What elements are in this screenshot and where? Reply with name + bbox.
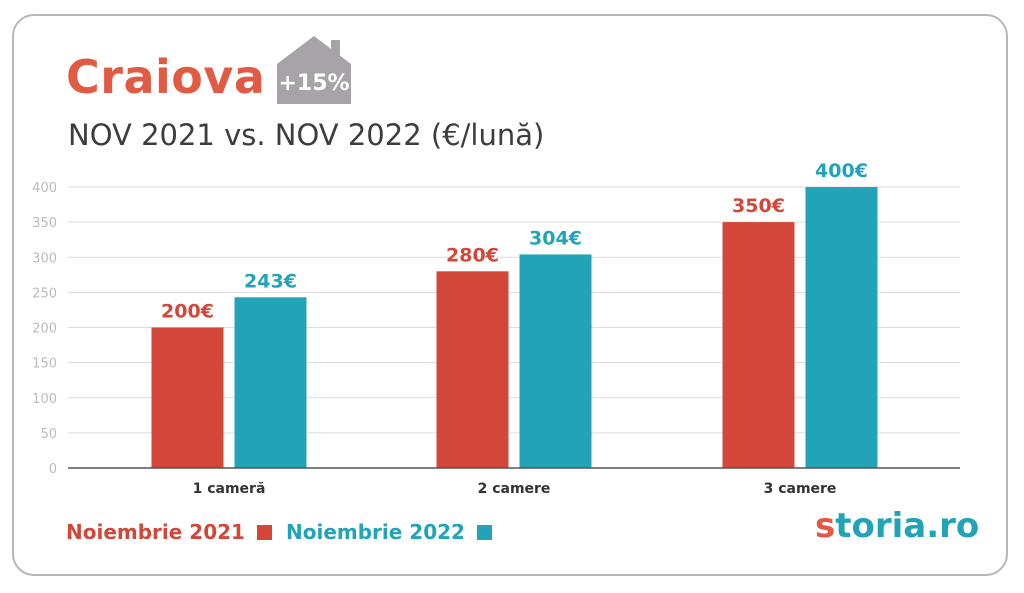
bar: [805, 187, 878, 468]
y-tick-label: 300: [32, 251, 57, 266]
badge-text: +15%: [278, 71, 349, 96]
legend-label-2022: Noiembrie 2022: [286, 520, 465, 544]
y-tick-label: 400: [32, 181, 57, 196]
y-tick-label: 150: [32, 357, 57, 372]
bar: [519, 254, 592, 468]
y-tick-label: 100: [32, 392, 57, 407]
legend-label-2021: Noiembrie 2021: [66, 520, 245, 544]
y-tick-label: 200: [32, 322, 57, 337]
city-title: Craiova: [66, 50, 266, 104]
data-label: 200€: [161, 301, 214, 323]
storia-logo: storia.ro: [815, 506, 979, 546]
y-tick-label: 50: [40, 427, 57, 442]
legend-item-2021: Noiembrie 2021: [66, 520, 272, 544]
data-label: 243€: [244, 270, 297, 292]
x-tick-label: 3 camere: [764, 481, 837, 497]
bar: [436, 271, 509, 468]
data-label: 350€: [732, 195, 785, 217]
logo-s: s: [815, 506, 836, 546]
y-tick-label: 350: [32, 216, 57, 231]
y-tick-label: 250: [32, 286, 57, 301]
bar: [722, 222, 795, 468]
y-tick-label: 0: [49, 462, 57, 477]
data-label: 280€: [446, 244, 499, 266]
data-label: 304€: [529, 227, 582, 249]
bar: [234, 297, 307, 468]
x-tick-label: 1 cameră: [193, 481, 266, 497]
legend-swatch-2022: [476, 525, 492, 540]
logo-rest: toria.ro: [835, 506, 980, 546]
legend-item-2022: Noiembrie 2022: [286, 520, 492, 544]
bar: [151, 327, 224, 468]
legend-swatch-2021: [256, 525, 272, 540]
x-tick-label: 2 camere: [478, 481, 551, 497]
data-label: 400€: [815, 160, 868, 182]
chart-subtitle: NOV 2021 vs. NOV 2022 (€/lună): [68, 118, 545, 152]
house-badge-icon: +15%: [277, 36, 351, 104]
